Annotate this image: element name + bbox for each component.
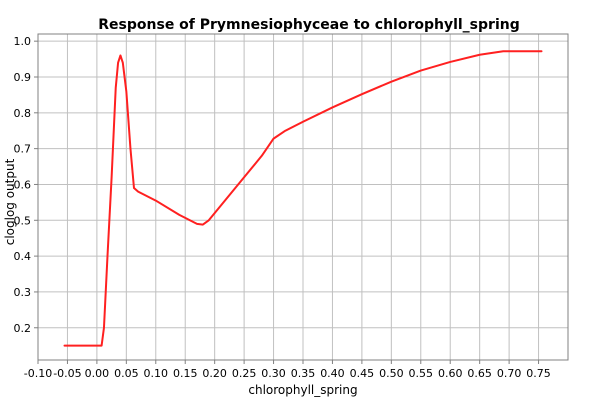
x-tick-label: 0.20 xyxy=(202,367,227,380)
y-tick-label: 0.4 xyxy=(14,250,32,263)
x-tick-label: 0.05 xyxy=(114,367,139,380)
x-tick-label: 0.15 xyxy=(173,367,198,380)
y-tick-label: 0.3 xyxy=(14,286,32,299)
series-line xyxy=(63,50,543,347)
y-tick-label: 0.7 xyxy=(14,143,32,156)
x-tick-label: 0.00 xyxy=(85,367,110,380)
plot-area: -0.10 -0.05 0.00 0.05 0.10 0.15 0.20 0.25 0.30 0.… xyxy=(14,33,569,380)
x-tick-label: 0.40 xyxy=(320,367,345,380)
x-tick-label: 0.55 xyxy=(409,367,434,380)
x-tick-label: 0.30 xyxy=(261,367,286,380)
x-tick-label: 0.50 xyxy=(379,367,404,380)
x-tick-label: 0.25 xyxy=(232,367,257,380)
y-tick-label: 0.6 xyxy=(14,178,32,191)
x-tick-label: 0.10 xyxy=(144,367,169,380)
y-tick-label: 0.5 xyxy=(14,214,32,227)
x-tick-label: 0.35 xyxy=(291,367,316,380)
x-axis-label: chlorophyll_spring xyxy=(248,383,357,397)
y-tick-label: 1.0 xyxy=(14,35,32,48)
y-tick-label: 0.2 xyxy=(14,322,32,335)
x-tick-label: 0.60 xyxy=(438,367,463,380)
plot-border xyxy=(37,33,569,361)
x-tick-label: -0.05 xyxy=(53,367,81,380)
x-tick-label: 0.45 xyxy=(350,367,375,380)
x-tick-label: 0.75 xyxy=(526,367,551,380)
x-tick-label: -0.10 xyxy=(24,367,52,380)
y-axis-label: cloglog output xyxy=(3,158,17,245)
chart-title: Response of Prymnesiophyceae to chloroph… xyxy=(98,17,519,33)
x-tick-label: 0.65 xyxy=(467,367,492,380)
x-tick-label: 0.70 xyxy=(497,367,522,380)
y-tick-label: 0.8 xyxy=(14,107,32,120)
y-tick-label: 0.9 xyxy=(14,71,32,84)
